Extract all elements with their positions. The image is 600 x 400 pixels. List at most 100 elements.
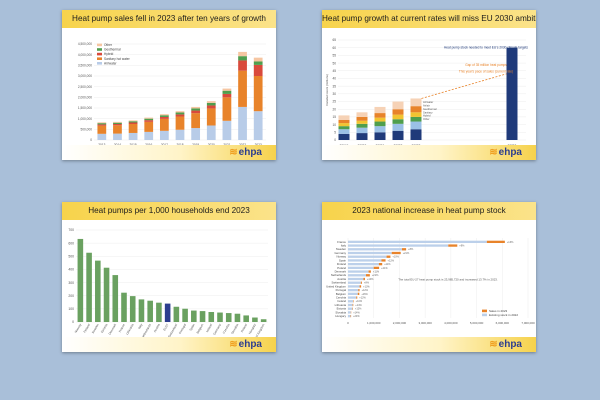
bar-segment <box>206 105 216 109</box>
bar-segment <box>448 244 458 247</box>
legend-label: Air/water <box>423 100 433 104</box>
chart-title: Heat pumps per 1,000 households end 2023 <box>62 202 276 220</box>
x-tick-label: Spain <box>188 323 195 332</box>
ehpa-logo: ≋ehpa <box>229 147 262 158</box>
bar-segment <box>128 124 138 133</box>
bar-segment <box>410 98 422 107</box>
bar-segment <box>144 131 154 140</box>
bar-segment <box>486 240 505 244</box>
legend-label: Air/water <box>104 61 118 65</box>
bar-segment <box>410 121 422 130</box>
bar-segment <box>348 292 358 296</box>
y-tick-label: Spain <box>339 258 347 262</box>
annotation-target: Heat pump stock needed to meet EU's 2030… <box>444 46 528 50</box>
bar-segment <box>97 125 107 134</box>
y-tick-label: 3,500,000 <box>78 64 92 68</box>
x-tick-label: Finland <box>83 323 92 334</box>
y-tick-label: 5 <box>334 131 336 135</box>
ehpa-logo-icon: ≋ <box>489 339 498 350</box>
legend-label: Existing stock in 2022 <box>489 313 518 317</box>
bar-segment <box>238 70 247 107</box>
y-tick-label: Finland <box>337 262 347 266</box>
y-tick-label: Ireland <box>337 299 346 303</box>
legend-label: Hybrid <box>423 114 431 118</box>
bar-segment <box>128 122 138 124</box>
y-tick-label: Belgium <box>336 292 347 296</box>
x-tick-label: Lithuania <box>125 323 135 336</box>
bar <box>217 312 223 322</box>
x-tick-label: EU27 <box>162 323 169 332</box>
x-tick-label: Netherlands <box>140 323 152 339</box>
x-tick-label: France <box>118 323 126 333</box>
bar-segment <box>191 108 201 111</box>
bar-segment <box>253 61 263 65</box>
bar-segment <box>191 113 201 129</box>
households-chart-plot: 0 100 200 300 400 500 600 700 Norway Finland Swede… <box>68 228 268 343</box>
chart-title: 2023 national increase in heat pump stoc… <box>322 202 536 220</box>
card-footer: ≋ehpa <box>62 145 276 160</box>
bar-segment <box>338 133 350 140</box>
x-tick-label: Norway <box>74 323 83 334</box>
y-tick-label: 10 <box>332 123 336 127</box>
logo-text: ehpa <box>238 339 262 350</box>
bar <box>95 260 101 322</box>
bar-segment <box>352 307 353 310</box>
bar-segment <box>159 116 169 119</box>
y-tick-label: 100 <box>68 307 74 311</box>
bar-segment <box>348 262 379 266</box>
x-tick-label: Italy <box>137 323 143 330</box>
bar-segment <box>238 106 247 140</box>
bar-segment <box>348 281 361 284</box>
bar-segment <box>378 262 383 266</box>
bar-segment <box>238 60 247 71</box>
data-label: +13% <box>363 285 370 288</box>
ehpa-logo: ≋ehpa <box>489 147 522 158</box>
bar-segment <box>348 274 366 277</box>
chart-title: Heat pump growth at current rates will m… <box>322 10 536 28</box>
x-tick-label: Czechia <box>222 323 231 335</box>
legend-label: Other <box>104 43 113 47</box>
bar-segment <box>238 51 247 57</box>
y-tick-label: Portugal <box>336 288 347 292</box>
chart-annotation: The total EU-27 heat pump stock is 23,98… <box>398 278 498 282</box>
bar-segment <box>348 285 360 288</box>
bar-segment <box>206 101 216 103</box>
bar-segment <box>175 114 185 117</box>
x-tick-label: 0 <box>347 321 349 325</box>
bar-segment <box>348 259 382 262</box>
y-tick-label: 50 <box>332 61 336 65</box>
bar-segment <box>348 248 402 251</box>
y-tick-label: 500,000 <box>80 128 92 132</box>
bar <box>243 315 249 322</box>
y-tick-label: 40 <box>332 77 336 81</box>
bar-segment <box>222 93 232 98</box>
bar-segment <box>159 118 169 131</box>
bar-segment <box>144 120 154 122</box>
y-tick-label: Slovakia <box>335 310 346 314</box>
y-tick-label: 0 <box>72 320 74 324</box>
bar-segment <box>128 121 138 123</box>
bar <box>156 302 162 322</box>
bar-segment <box>222 97 232 121</box>
y-tick-label: 2,000,000 <box>78 96 92 100</box>
bar-segment <box>222 120 232 140</box>
logo-text: ehpa <box>238 147 262 158</box>
bar-segment <box>358 288 360 292</box>
bar-segment <box>206 102 216 106</box>
legend-label: Geothermal <box>104 48 121 52</box>
y-tick-label: United Kingdom <box>326 284 347 288</box>
bar-segment <box>360 281 362 284</box>
x-tick-label: Ireland <box>205 323 213 333</box>
growth-chart-plot: 0 5 10 15 20 25 30 35 40 45 50 55 60 65 Installed stoc… <box>325 38 528 148</box>
bar-segment <box>348 296 357 299</box>
bar-segment <box>381 259 386 262</box>
bar <box>252 317 258 322</box>
bar-segment <box>374 113 386 118</box>
chart-card-growth: Heat pump growth at current rates will m… <box>322 10 536 160</box>
data-label: +20% <box>353 315 360 318</box>
bar-segment <box>128 120 138 122</box>
y-tick-label: 65 <box>332 38 336 42</box>
data-label: +16% <box>361 293 368 296</box>
bar <box>86 252 92 322</box>
data-label: +21% <box>372 274 379 277</box>
